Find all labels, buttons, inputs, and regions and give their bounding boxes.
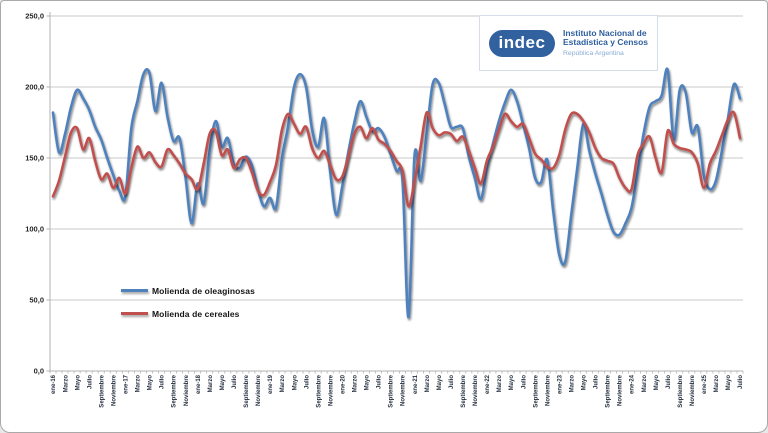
svg-text:Marzo: Marzo: [280, 375, 286, 393]
svg-text:Septiembre: Septiembre: [461, 374, 467, 407]
svg-text:Mayo: Mayo: [148, 375, 154, 391]
series-line-oleaginosas: [51, 67, 742, 319]
svg-text:Julio: Julio: [594, 375, 600, 389]
svg-text:Noviembre: Noviembre: [184, 374, 190, 406]
svg-text:Noviembre: Noviembre: [618, 374, 624, 406]
svg-text:150,0: 150,0: [25, 154, 44, 163]
svg-text:ene-19: ene-19: [268, 374, 274, 394]
svg-text:Mayo: Mayo: [292, 375, 298, 391]
svg-text:Septiembre: Septiembre: [244, 374, 250, 407]
svg-text:Septiembre: Septiembre: [389, 374, 395, 407]
svg-text:Marzo: Marzo: [425, 375, 431, 393]
svg-text:Mayo: Mayo: [726, 375, 732, 391]
svg-text:Noviembre: Noviembre: [111, 374, 117, 406]
legend-label-oleaginosas: Molienda de oleaginosas: [152, 285, 255, 296]
svg-text:250,0: 250,0: [25, 12, 44, 21]
svg-text:Julio: Julio: [87, 375, 93, 389]
chart-legend: Molienda de oleaginosas Molienda de cere…: [121, 279, 255, 325]
svg-text:Marzo: Marzo: [642, 375, 648, 393]
svg-text:Mayo: Mayo: [437, 375, 443, 391]
series-line-cereales: [51, 110, 742, 208]
svg-text:Julio: Julio: [377, 375, 383, 389]
svg-text:ene-23: ene-23: [557, 374, 563, 394]
svg-text:ene-16: ene-16: [51, 374, 57, 394]
svg-text:Marzo: Marzo: [208, 375, 214, 393]
svg-text:Julio: Julio: [232, 375, 238, 389]
svg-text:Julio: Julio: [304, 375, 310, 389]
svg-text:Marzo: Marzo: [569, 375, 575, 393]
indec-wordmark: indec: [489, 29, 555, 57]
svg-text:Septiembre: Septiembre: [172, 374, 178, 407]
svg-text:Mayo: Mayo: [582, 375, 588, 391]
svg-text:Marzo: Marzo: [714, 375, 720, 393]
svg-text:Julio: Julio: [160, 375, 166, 389]
org-name-line1: Instituto Nacional de: [563, 27, 647, 38]
svg-text:Mayo: Mayo: [220, 375, 226, 391]
svg-text:ene-25: ene-25: [702, 374, 708, 394]
svg-text:Mayo: Mayo: [654, 375, 660, 391]
y-axis-labels: 0,0 50,0 100,0 150,0 200,0 250,0: [25, 12, 44, 376]
svg-text:ene-20: ene-20: [340, 374, 346, 394]
indec-org-text: Instituto Nacional de Estadística y Cens…: [563, 27, 649, 58]
legend-swatch-oleaginosas: [121, 289, 148, 292]
svg-text:Septiembre: Septiembre: [533, 374, 539, 407]
svg-text:Marzo: Marzo: [136, 375, 142, 393]
svg-text:Noviembre: Noviembre: [328, 374, 334, 406]
svg-text:ene-17: ene-17: [124, 374, 130, 394]
axes: [46, 12, 743, 372]
svg-text:Septiembre: Septiembre: [99, 374, 105, 407]
svg-text:Noviembre: Noviembre: [256, 374, 262, 406]
svg-text:Septiembre: Septiembre: [606, 374, 612, 407]
svg-text:Septiembre: Septiembre: [316, 374, 322, 407]
legend-label-cereales: Molienda de cereales: [152, 308, 240, 319]
legend-item-cereales: Molienda de cereales: [121, 302, 255, 325]
svg-text:Noviembre: Noviembre: [690, 374, 696, 406]
country-name: República Argentina: [563, 49, 624, 57]
x-axis-labels: ene-16 Marzo Mayo Julio Septiembre Noviembre e…: [51, 374, 744, 407]
svg-text:50,0: 50,0: [29, 296, 44, 305]
svg-text:Marzo: Marzo: [63, 375, 69, 393]
svg-text:ene-24: ene-24: [630, 374, 636, 394]
svg-text:Mayo: Mayo: [75, 375, 81, 391]
svg-text:Septiembre: Septiembre: [678, 374, 684, 407]
legend-swatch-cereales: [121, 312, 148, 315]
legend-item-oleaginosas: Molienda de oleaginosas: [121, 279, 255, 302]
svg-text:Julio: Julio: [738, 375, 744, 389]
svg-text:Mayo: Mayo: [365, 375, 371, 391]
svg-text:Marzo: Marzo: [353, 375, 359, 393]
svg-text:0,0: 0,0: [34, 367, 44, 376]
svg-text:Julio: Julio: [449, 375, 455, 389]
svg-text:Noviembre: Noviembre: [545, 374, 551, 406]
svg-text:100,0: 100,0: [25, 225, 44, 234]
svg-text:Marzo: Marzo: [497, 375, 503, 393]
svg-text:ene-22: ene-22: [485, 374, 491, 394]
svg-text:Julio: Julio: [521, 375, 527, 389]
svg-text:Noviembre: Noviembre: [473, 374, 479, 406]
svg-text:ene-18: ene-18: [196, 374, 202, 394]
svg-text:Mayo: Mayo: [509, 375, 515, 391]
svg-text:Noviembre: Noviembre: [401, 374, 407, 406]
svg-text:200,0: 200,0: [25, 83, 44, 92]
indec-logo-box: indec Instituto Nacional de Estadística …: [479, 15, 658, 71]
org-name-line2: Estadística y Censos: [563, 37, 649, 48]
svg-text:Julio: Julio: [666, 375, 672, 389]
x-axis-ticks: [49, 371, 744, 374]
svg-text:ene-21: ene-21: [413, 374, 419, 394]
